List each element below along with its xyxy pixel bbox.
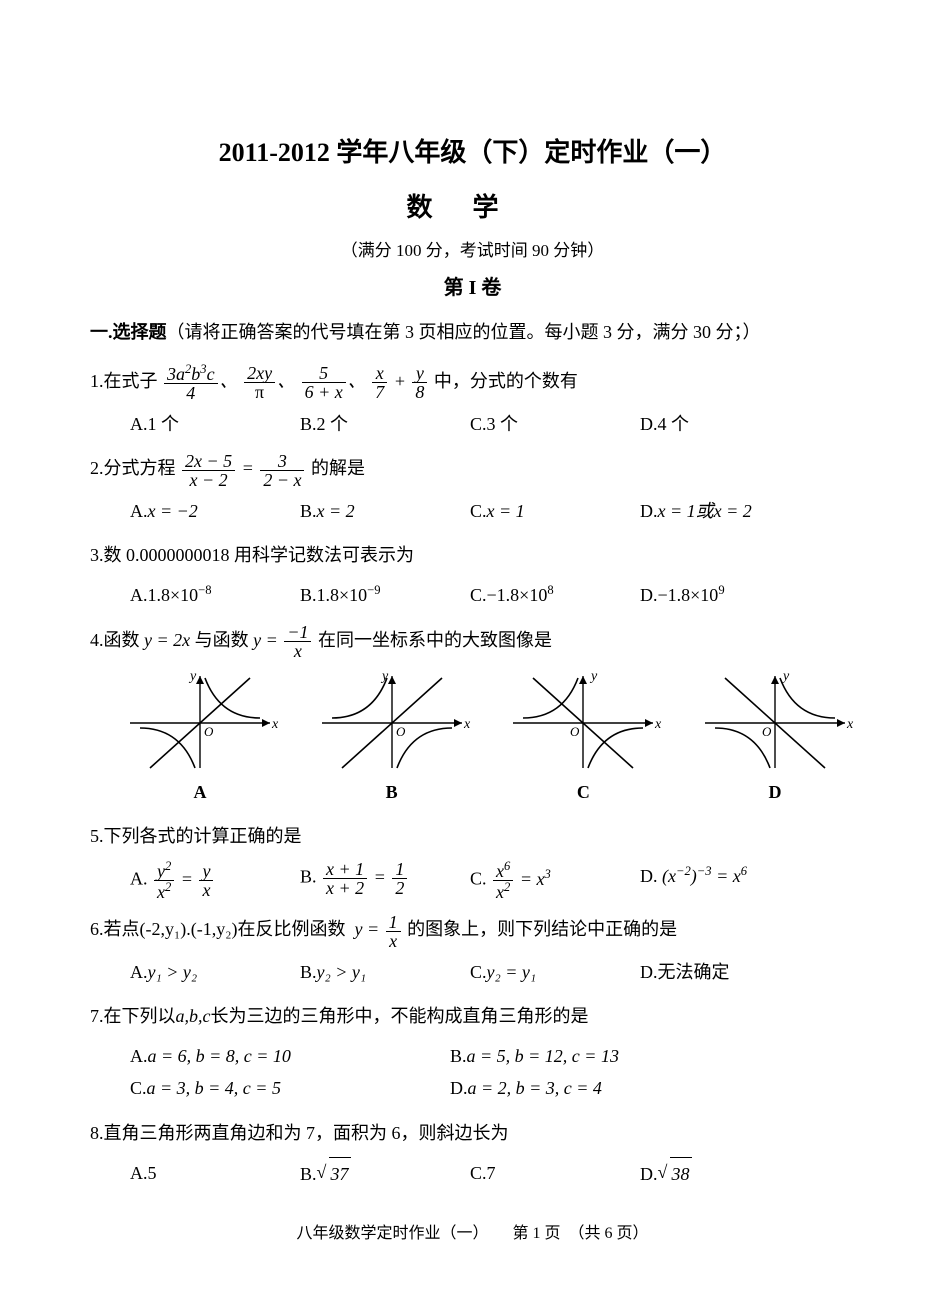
q7-prefix: 7.在下列以 (90, 1006, 176, 1026)
q2-opt-d: D.x = 1或x = 2 (640, 495, 810, 527)
q7-opt-d: D.a = 2, b = 3, c = 4 (450, 1072, 770, 1104)
graph-d-label: D (695, 776, 855, 808)
q5-options: A. y2x2 = yx B. x + 1x + 2 = 12 C. x6x2 … (130, 860, 855, 901)
q6-opt-a: A.y₁ > y₂ (130, 956, 300, 988)
q2-suffix: 的解是 (311, 458, 365, 478)
q3-options: A.1.8×10−8 B.1.8×10−9 C.−1.8×108 D.−1.8×… (130, 579, 855, 611)
svg-text:O: O (396, 724, 406, 739)
q6-options: A.y₁ > y₂ B.y₂ > y₁ C.y₂ = y₁ D.无法确定 (130, 956, 855, 988)
q2-opt-c: C.x = 1 (470, 495, 640, 527)
svg-text:y: y (380, 669, 389, 684)
q4-prefix: 4.函数 (90, 630, 140, 650)
svg-text:x: x (654, 717, 662, 732)
page-footer: 八年级数学定时作业（一） 第 1 页 （共 6 页） (90, 1220, 855, 1249)
part-label: 第 I 卷 (90, 270, 855, 306)
q3-opt-b: B.1.8×10−9 (300, 579, 470, 611)
page-title: 2011-2012 学年八年级（下）定时作业（一） (90, 130, 855, 177)
question-7: 7.在下列以a,b,c长为三边的三角形中，不能构成直角三角形的是 (90, 998, 855, 1034)
section-1-header: 一.选择题（请将正确答案的代号填在第 3 页相应的位置。每小题 3 分，满分 3… (90, 316, 855, 348)
q4-graphs: x y O A x y O B (120, 668, 855, 808)
q8-opt-d: D.38 (640, 1157, 810, 1190)
graph-b-label: B (312, 776, 472, 808)
graph-c: x y O C (503, 668, 663, 808)
question-1: 1.在式子 3a2b3c4、 2xyπ、 56 + x、 x7 + y8 中，分… (90, 363, 855, 402)
q5-opt-b: B. x + 1x + 2 = 12 (300, 860, 470, 901)
q5-opt-a: A. y2x2 = yx (130, 860, 300, 901)
q1-opt-c: C.3 个 (470, 408, 640, 440)
q2-opt-a: A.x = −2 (130, 495, 300, 527)
svg-text:y: y (589, 669, 598, 684)
svg-text:O: O (204, 724, 214, 739)
question-2: 2.分式方程 2x − 5x − 2 = 32 − x 的解是 (90, 450, 855, 488)
q1-options: A.1 个 B.2 个 C.3 个 D.4 个 (130, 408, 855, 440)
section-1-desc: （请将正确答案的代号填在第 3 页相应的位置。每小题 3 分，满分 30 分；） (167, 322, 761, 342)
graph-a: x y O A (120, 668, 280, 808)
q8-opt-c: C.7 (470, 1157, 640, 1190)
question-8: 8.直角三角形两直角边和为 7，面积为 6，则斜边长为 (90, 1115, 855, 1151)
exam-page: 2011-2012 学年八年级（下）定时作业（一） 数学 （满分 100 分，考… (0, 0, 945, 1289)
q7-opt-a: A.a = 6, b = 8, c = 10 (130, 1040, 450, 1072)
q6-opt-d: D.无法确定 (640, 956, 810, 988)
q5-opt-d: D. (x−2)−3 = x6 (640, 860, 810, 901)
graph-d: x y O D (695, 668, 855, 808)
q6-opt-b: B.y₂ > y₁ (300, 956, 470, 988)
exam-meta: （满分 100 分，考试时间 90 分钟） (90, 236, 855, 267)
q7-suffix: 长为三边的三角形中，不能构成直角三角形的是 (211, 1006, 589, 1026)
q8-opt-a: A.5 (130, 1157, 300, 1190)
q1-opt-d: D.4 个 (640, 408, 810, 440)
svg-text:O: O (570, 724, 580, 739)
q1-opt-a: A.1 个 (130, 408, 300, 440)
graph-a-label: A (120, 776, 280, 808)
q1-opt-b: B.2 个 (300, 408, 470, 440)
question-3: 3.数 0.0000000018 用科学记数法可表示为 (90, 537, 855, 573)
q7-opt-b: B.a = 5, b = 12, c = 13 (450, 1040, 770, 1072)
q8-opt-b: B.37 (300, 1157, 470, 1190)
q1-prefix: 1.在式子 (90, 371, 158, 391)
graph-b: x y O B (312, 668, 472, 808)
subject-title: 数学 (90, 185, 855, 232)
q6-prefix: 6.若点(-2,y₁).(-1,y₂)在反比例函数 (90, 919, 346, 939)
q8-options: A.5 B.37 C.7 D.38 (130, 1157, 855, 1190)
question-6: 6.若点(-2,y₁).(-1,y₂)在反比例函数 y = 1x 的图象上，则下… (90, 911, 855, 949)
svg-text:O: O (762, 724, 772, 739)
graph-c-label: C (503, 776, 663, 808)
q4-suffix: 在同一坐标系中的大致图像是 (318, 630, 552, 650)
q3-opt-c: C.−1.8×108 (470, 579, 640, 611)
q2-opt-b: B.x = 2 (300, 495, 470, 527)
q4-mid: 与函数 (195, 630, 249, 650)
q7-opt-c: C.a = 3, b = 4, c = 5 (130, 1072, 450, 1104)
svg-text:y: y (188, 669, 197, 684)
question-4: 4.函数 y = 2x 与函数 y = −1x 在同一坐标系中的大致图像是 (90, 622, 855, 660)
q1-suffix: 中，分式的个数有 (434, 371, 578, 391)
q2-prefix: 2.分式方程 (90, 458, 176, 478)
svg-text:x: x (846, 717, 854, 732)
q7-options: A.a = 6, b = 8, c = 10 B.a = 5, b = 12, … (130, 1040, 855, 1105)
q3-opt-d: D.−1.8×109 (640, 579, 810, 611)
q5-opt-c: C. x6x2 = x3 (470, 860, 640, 901)
q3-opt-a: A.1.8×10−8 (130, 579, 300, 611)
q6-suffix: 的图象上，则下列结论中正确的是 (407, 919, 677, 939)
svg-text:x: x (463, 717, 471, 732)
q2-options: A.x = −2 B.x = 2 C.x = 1 D.x = 1或x = 2 (130, 495, 855, 527)
svg-text:x: x (271, 717, 279, 732)
question-5: 5.下列各式的计算正确的是 (90, 818, 855, 854)
q6-opt-c: C.y₂ = y₁ (470, 956, 640, 988)
section-1-label: 一.选择题 (90, 322, 167, 342)
